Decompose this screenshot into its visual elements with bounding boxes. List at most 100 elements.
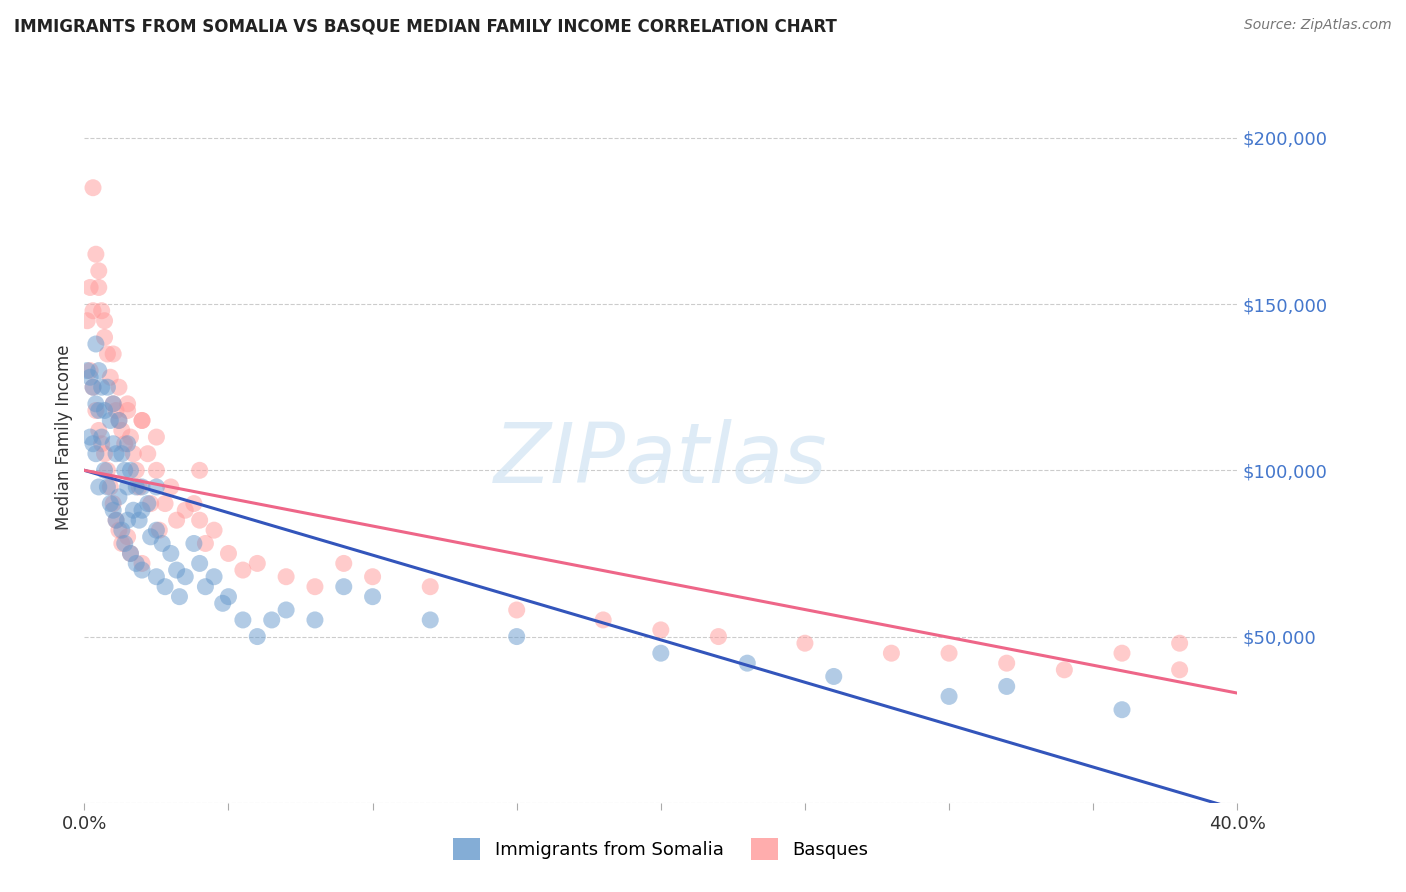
Point	[150, 536, 173, 550]
Point	[93, 314, 115, 328]
Point	[87, 403, 110, 417]
Point	[87, 480, 110, 494]
Point	[419, 613, 441, 627]
Point	[105, 513, 128, 527]
Point	[145, 480, 167, 494]
Point	[131, 563, 153, 577]
Point	[120, 546, 142, 560]
Point	[82, 380, 104, 394]
Point	[93, 330, 115, 344]
Point	[160, 546, 183, 560]
Point	[211, 596, 233, 610]
Point	[93, 403, 115, 417]
Point	[188, 463, 211, 477]
Point	[111, 447, 134, 461]
Point	[105, 447, 128, 461]
Point	[84, 447, 107, 461]
Point	[87, 280, 110, 294]
Point	[108, 413, 131, 427]
Point	[98, 413, 121, 427]
Point	[160, 480, 183, 494]
Point	[194, 580, 217, 594]
Point	[276, 603, 298, 617]
Point	[1111, 703, 1133, 717]
Legend: Immigrants from Somalia, Basques: Immigrants from Somalia, Basques	[446, 830, 876, 867]
Point	[131, 503, 153, 517]
Point	[136, 447, 159, 461]
Point	[131, 480, 153, 494]
Point	[111, 536, 134, 550]
Point	[506, 630, 529, 644]
Point	[103, 503, 124, 517]
Point	[188, 557, 211, 571]
Point	[166, 513, 188, 527]
Point	[506, 603, 529, 617]
Point	[707, 630, 730, 644]
Point	[98, 370, 121, 384]
Text: Source: ZipAtlas.com: Source: ZipAtlas.com	[1244, 18, 1392, 32]
Point	[96, 480, 118, 494]
Point	[98, 497, 121, 511]
Point	[122, 447, 145, 461]
Point	[114, 536, 136, 550]
Point	[232, 563, 254, 577]
Point	[145, 570, 167, 584]
Point	[333, 580, 356, 594]
Point	[93, 447, 115, 461]
Point	[90, 380, 112, 394]
Point	[131, 557, 153, 571]
Point	[246, 557, 269, 571]
Point	[103, 397, 124, 411]
Point	[90, 430, 112, 444]
Point	[136, 497, 159, 511]
Point	[111, 424, 134, 438]
Point	[183, 536, 205, 550]
Point	[117, 436, 139, 450]
Point	[84, 337, 107, 351]
Point	[650, 646, 672, 660]
Point	[79, 280, 101, 294]
Point	[139, 530, 162, 544]
Point	[737, 656, 759, 670]
Point	[87, 363, 110, 377]
Point	[84, 403, 107, 417]
Point	[120, 430, 142, 444]
Point	[82, 436, 104, 450]
Point	[246, 630, 269, 644]
Point	[995, 680, 1018, 694]
Point	[90, 303, 112, 318]
Text: ZIPatlas: ZIPatlas	[494, 418, 828, 500]
Point	[103, 347, 124, 361]
Point	[117, 403, 139, 417]
Point	[145, 463, 167, 477]
Point	[114, 436, 136, 450]
Point	[128, 513, 150, 527]
Point	[96, 463, 118, 477]
Text: IMMIGRANTS FROM SOMALIA VS BASQUE MEDIAN FAMILY INCOME CORRELATION CHART: IMMIGRANTS FROM SOMALIA VS BASQUE MEDIAN…	[14, 18, 837, 36]
Point	[361, 590, 384, 604]
Point	[145, 430, 167, 444]
Point	[1168, 663, 1191, 677]
Point	[125, 463, 148, 477]
Point	[823, 669, 845, 683]
Point	[260, 613, 283, 627]
Point	[84, 247, 107, 261]
Point	[87, 424, 110, 438]
Point	[120, 463, 142, 477]
Point	[1111, 646, 1133, 660]
Point	[76, 363, 98, 377]
Point	[125, 480, 148, 494]
Point	[794, 636, 817, 650]
Point	[108, 523, 131, 537]
Point	[153, 580, 176, 594]
Point	[361, 570, 384, 584]
Point	[232, 613, 254, 627]
Point	[93, 463, 115, 477]
Point	[96, 347, 118, 361]
Point	[105, 513, 128, 527]
Point	[103, 436, 124, 450]
Point	[304, 613, 326, 627]
Point	[82, 180, 104, 194]
Point	[117, 530, 139, 544]
Point	[1168, 636, 1191, 650]
